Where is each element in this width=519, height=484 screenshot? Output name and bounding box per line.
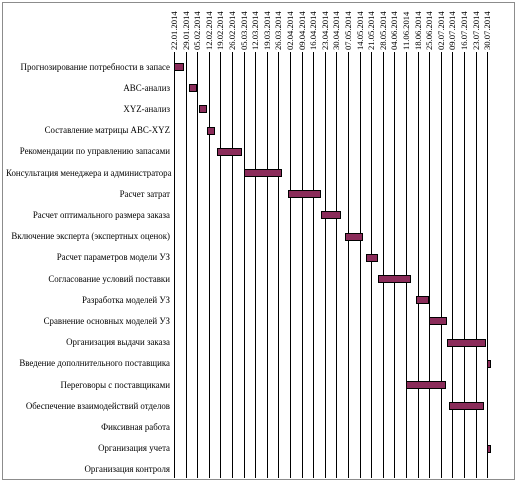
task-label: Разработка моделей УЗ bbox=[81, 294, 170, 305]
gridline bbox=[475, 52, 477, 478]
date-tick-label: 30.04.2014 bbox=[331, 11, 342, 50]
gridline bbox=[440, 52, 442, 478]
task-label: Организация контроля bbox=[84, 464, 170, 475]
task-label: Расчет затрат bbox=[119, 188, 170, 199]
task-bar bbox=[447, 338, 486, 347]
gridline bbox=[464, 52, 465, 478]
date-tick-label: 18.06.2014 bbox=[412, 11, 423, 50]
date-tick-label: 16.04.2014 bbox=[308, 11, 319, 50]
date-tick-label: 04.06.2014 bbox=[389, 11, 400, 50]
date-tick-label: 29.01.2014 bbox=[180, 11, 191, 50]
task-bar bbox=[487, 444, 492, 453]
date-tick-label: 23.07.2014 bbox=[470, 11, 481, 50]
task-label: Составление матрицы ABC-XYZ bbox=[44, 125, 170, 136]
task-bar bbox=[207, 126, 216, 135]
gridline bbox=[487, 52, 489, 478]
task-bar bbox=[174, 63, 184, 71]
task-label: Введение дополнительного поставщика bbox=[19, 358, 170, 369]
gridline bbox=[301, 52, 303, 478]
task-bar bbox=[449, 402, 484, 411]
task-label: Расчет оптимального размера заказа bbox=[32, 209, 170, 220]
gridline bbox=[255, 52, 257, 478]
date-tick-label: 26.03.2014 bbox=[273, 11, 284, 50]
gridline bbox=[313, 52, 315, 478]
chart-frame bbox=[2, 2, 515, 480]
task-bar bbox=[243, 169, 282, 177]
gridline bbox=[278, 52, 280, 478]
task-bar bbox=[198, 105, 208, 114]
date-tick-label: 14.05.2014 bbox=[354, 11, 365, 50]
date-tick-label: 21.05.2014 bbox=[366, 11, 377, 50]
task-label: ABC-анализ bbox=[123, 82, 170, 93]
task-label: Переговоры с поставщиками bbox=[60, 379, 170, 390]
task-label: Организация выдачи заказа bbox=[66, 337, 170, 348]
gridline bbox=[243, 52, 245, 478]
date-tick-label: 12.02.2014 bbox=[203, 11, 214, 50]
gridline bbox=[232, 52, 233, 478]
gridline bbox=[394, 52, 396, 478]
date-tick-label: 05.02.2014 bbox=[192, 11, 203, 50]
gridline bbox=[174, 52, 175, 478]
gridline bbox=[371, 52, 373, 478]
task-label: Рекомендации по управлению запасами bbox=[19, 146, 170, 157]
gridline bbox=[220, 52, 222, 478]
gridline bbox=[185, 52, 187, 478]
gridline bbox=[208, 52, 210, 478]
gridline bbox=[359, 52, 361, 478]
date-tick-label: 23.04.2014 bbox=[319, 11, 330, 50]
gridline bbox=[197, 52, 199, 478]
gridline bbox=[452, 52, 454, 478]
date-tick-label: 05.03.2014 bbox=[238, 11, 249, 50]
task-label: Включение эксперта (экспертных оценок) bbox=[11, 231, 170, 242]
task-bar bbox=[415, 296, 430, 305]
date-tick-label: 19.02.2014 bbox=[215, 11, 226, 50]
date-tick-label: 09.04.2014 bbox=[296, 11, 307, 50]
gridline bbox=[348, 52, 349, 478]
task-label: Обеспечение взаимодействий отделов bbox=[25, 400, 170, 411]
task-label: Консультация менеджера и администратора bbox=[6, 167, 172, 178]
task-label: XYZ-анализ bbox=[123, 103, 170, 114]
date-tick-label: 28.05.2014 bbox=[377, 11, 388, 50]
gridline bbox=[429, 52, 431, 478]
task-bar bbox=[366, 253, 378, 262]
date-tick-label: 22.01.2014 bbox=[169, 11, 179, 50]
date-tick-label: 12.03.2014 bbox=[250, 11, 261, 50]
date-tick-label: 16.07.2014 bbox=[459, 11, 469, 50]
task-bar bbox=[217, 147, 242, 156]
gridline bbox=[417, 52, 419, 478]
task-bar bbox=[288, 190, 322, 199]
gridline bbox=[382, 52, 384, 478]
task-label: Прогнозирование потребности в запасе bbox=[20, 61, 170, 72]
date-tick-label: 11.06.2014 bbox=[401, 11, 411, 50]
task-bar bbox=[344, 232, 363, 241]
task-label: Согласование условий поставки bbox=[48, 273, 170, 284]
task-bar bbox=[321, 211, 342, 220]
task-label: Расчет параметров модели УЗ bbox=[56, 252, 170, 263]
task-bar bbox=[377, 275, 411, 283]
task-label: Организация учета bbox=[98, 443, 170, 454]
date-tick-label: 02.04.2014 bbox=[285, 11, 295, 50]
date-tick-label: 30.07.2014 bbox=[482, 11, 493, 50]
task-label: Фиксивная работа bbox=[101, 421, 170, 432]
gridline bbox=[336, 52, 338, 478]
date-tick-label: 07.05.2014 bbox=[343, 11, 353, 50]
date-tick-label: 26.02.2014 bbox=[227, 11, 237, 50]
date-tick-label: 25.06.2014 bbox=[424, 11, 435, 50]
task-bar bbox=[487, 359, 492, 368]
gridline bbox=[406, 52, 407, 478]
task-bar bbox=[429, 317, 448, 326]
date-tick-label: 02.07.2014 bbox=[435, 11, 446, 50]
task-bar bbox=[406, 381, 446, 389]
gridline bbox=[266, 52, 268, 478]
gridline bbox=[290, 52, 291, 478]
task-label: Сравнение основных моделей УЗ bbox=[43, 315, 170, 326]
date-tick-label: 09.07.2014 bbox=[447, 11, 458, 50]
task-bar bbox=[188, 84, 198, 93]
date-tick-label: 19.03.2014 bbox=[261, 11, 272, 50]
gridline bbox=[324, 52, 326, 478]
